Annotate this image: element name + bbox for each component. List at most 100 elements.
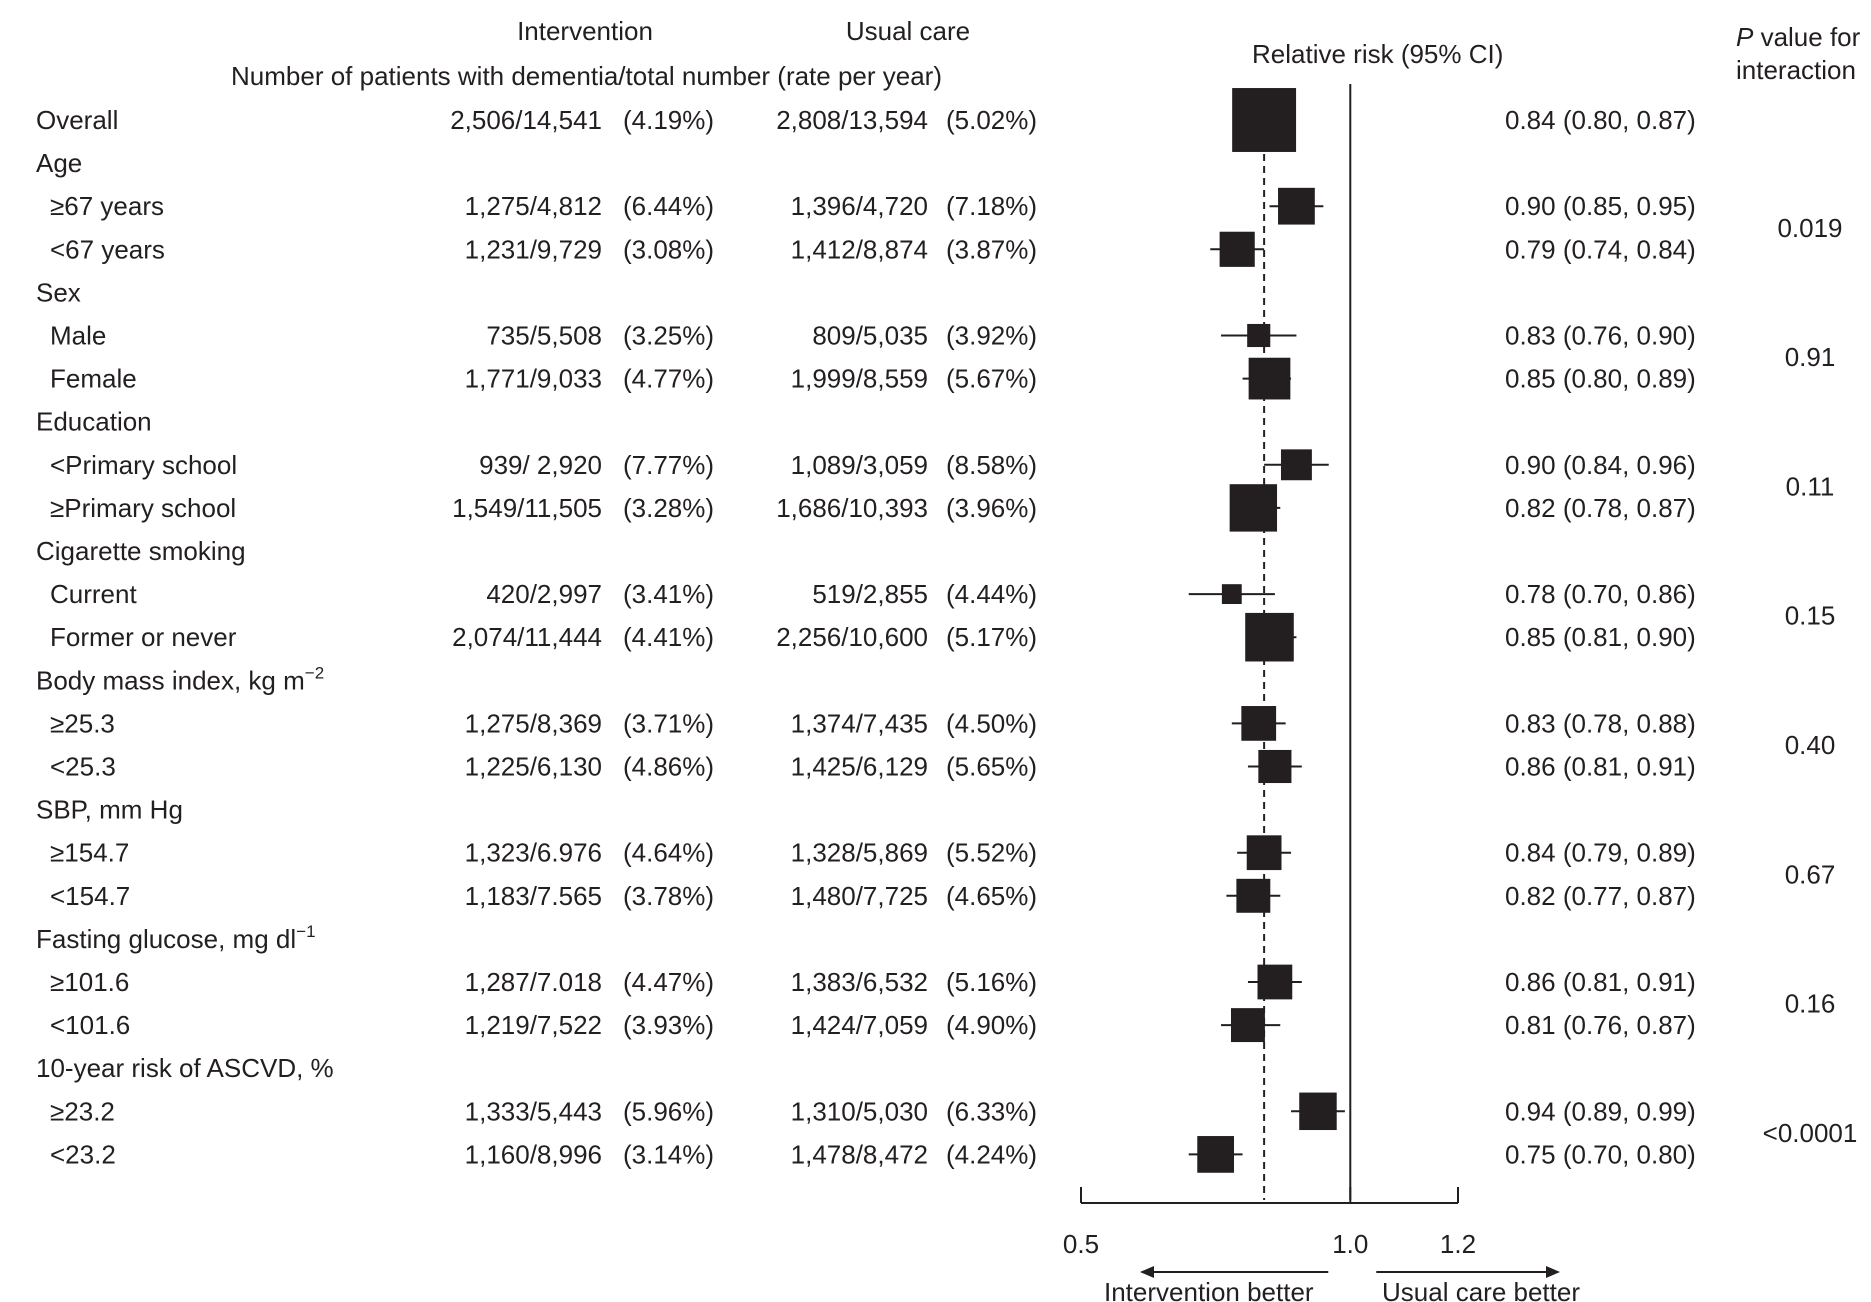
point-estimate-marker <box>1236 878 1271 913</box>
point-estimate-marker <box>1248 357 1291 400</box>
x-tick-label: 1.2 <box>1440 1229 1476 1259</box>
intervention-rate: (3.08%) <box>623 234 714 264</box>
intervention-count: 1,333/5,443 <box>465 1096 602 1126</box>
row-label: <154.7 <box>50 881 130 911</box>
x-tick-label: 1.0 <box>1332 1229 1368 1259</box>
point-estimate-marker <box>1247 323 1271 348</box>
intervention-rate: (3.71%) <box>623 708 714 738</box>
intervention-count: 1,771/9,033 <box>465 364 602 394</box>
intervention-rate: (3.28%) <box>623 493 714 523</box>
relative-risk-text: 0.83 (0.78, 0.88) <box>1505 708 1696 738</box>
subgroup-heading: Cigarette smoking <box>36 536 246 566</box>
usual-care-rate: (5.17%) <box>946 622 1037 652</box>
relative-risk-text: 0.86 (0.81, 0.91) <box>1505 967 1696 997</box>
usual-care-count: 2,256/10,600 <box>776 622 928 652</box>
p-interaction-value: 0.16 <box>1785 989 1836 1019</box>
row-label: ≥25.3 <box>50 708 115 738</box>
usual-care-count: 1,328/5,869 <box>791 838 928 868</box>
intervention-rate: (4.19%) <box>623 105 714 135</box>
table-rows: Overall 2,506/14,541 (4.19%) 2,808/13,594 (5… <box>36 105 1696 1169</box>
p-interaction-value: 0.67 <box>1785 859 1836 889</box>
intervention-count: 1,549/11,505 <box>452 493 602 523</box>
row-label: <101.6 <box>50 1010 130 1040</box>
relative-risk-text: 0.82 (0.78, 0.87) <box>1505 493 1696 523</box>
intervention-rate: (5.96%) <box>623 1096 714 1126</box>
relative-risk-text: 0.86 (0.81, 0.91) <box>1505 752 1696 782</box>
intervention-rate: (4.41%) <box>623 622 714 652</box>
relative-risk-text: 0.90 (0.84, 0.96) <box>1505 450 1696 480</box>
usual-care-rate: (5.67%) <box>946 364 1037 394</box>
usual-care-rate: (3.92%) <box>946 321 1037 351</box>
p-interaction-value: 0.40 <box>1785 730 1836 760</box>
usual-care-count: 1,089/3,059 <box>791 450 928 480</box>
intervention-rate: (3.78%) <box>623 881 714 911</box>
row-label: Male <box>50 321 106 351</box>
intervention-better-label: Intervention better <box>1104 1277 1314 1302</box>
row-label: Female <box>50 364 137 394</box>
intervention-count: 1,275/8,369 <box>465 708 602 738</box>
intervention-rate: (4.47%) <box>623 967 714 997</box>
relative-risk-text: 0.75 (0.70, 0.80) <box>1505 1139 1696 1169</box>
p-interaction-value: <0.0001 <box>1763 1118 1858 1148</box>
usual-care-count: 1,480/7,725 <box>791 881 928 911</box>
intervention-count: 1,225/6,130 <box>465 752 602 782</box>
x-axis: 0.5 1.0 1.2 Intervention better Usual care b… <box>1063 1187 1580 1302</box>
relative-risk-text: 0.84 (0.79, 0.89) <box>1505 838 1696 868</box>
relative-risk-text: 0.84 (0.80, 0.87) <box>1505 105 1696 135</box>
row-label: ≥Primary school <box>50 493 236 523</box>
row-label: <25.3 <box>50 752 116 782</box>
point-estimate-marker <box>1219 231 1255 267</box>
usual-care-count: 1,999/8,559 <box>791 364 928 394</box>
usual-care-rate: (8.58%) <box>946 450 1037 480</box>
usual-care-count: 519/2,855 <box>812 579 928 609</box>
intervention-rate: (3.25%) <box>623 321 714 351</box>
intervention-count: 735/5,508 <box>486 321 602 351</box>
row-label: Overall <box>36 105 118 135</box>
row-label: <Primary school <box>50 450 237 480</box>
relative-risk-text: 0.78 (0.70, 0.86) <box>1505 579 1696 609</box>
subgroup-heading: SBP, mm Hg <box>36 795 183 825</box>
usual-care-rate: (6.33%) <box>946 1096 1037 1126</box>
relative-risk-text: 0.82 (0.77, 0.87) <box>1505 881 1696 911</box>
intervention-count: 1,275/4,812 <box>465 191 602 221</box>
intervention-count: 1,323/6.976 <box>465 838 602 868</box>
usual-care-count: 1,478/8,472 <box>791 1139 928 1169</box>
relative-risk-text: 0.90 (0.85, 0.95) <box>1505 191 1696 221</box>
intervention-count: 1,183/7.565 <box>465 881 602 911</box>
intervention-count: 1,287/7.018 <box>465 967 602 997</box>
row-label: <23.2 <box>50 1139 116 1169</box>
p-interaction-value: 0.91 <box>1785 342 1836 372</box>
usual-care-count: 1,425/6,129 <box>791 752 928 782</box>
usual-care-rate: (5.52%) <box>946 838 1037 868</box>
row-label: ≥101.6 <box>50 967 129 997</box>
counts-subtitle: Number of patients with dementia/total n… <box>231 61 942 91</box>
left-arrowhead-icon <box>1140 1266 1154 1278</box>
intervention-rate: (4.64%) <box>623 838 714 868</box>
intervention-rate: (3.14%) <box>623 1139 714 1169</box>
intervention-count: 420/2,997 <box>486 579 602 609</box>
p-value-header-line2: interaction <box>1736 55 1856 85</box>
usual-care-count: 1,424/7,059 <box>791 1010 928 1040</box>
column-headers: Intervention Usual care Number of patien… <box>231 16 1861 91</box>
p-interaction-value: 0.019 <box>1777 213 1842 243</box>
subgroup-heading: Body mass index, kg m−2 <box>36 663 324 695</box>
intervention-count: 1,231/9,729 <box>465 234 602 264</box>
usual-care-rate: (5.02%) <box>946 105 1037 135</box>
row-label: ≥23.2 <box>50 1096 115 1126</box>
usual-care-rate: (3.87%) <box>946 234 1037 264</box>
p-interaction-value: 0.15 <box>1785 601 1836 631</box>
row-label: Former or never <box>50 622 237 652</box>
usual-care-count: 1,396/4,720 <box>791 191 928 221</box>
usual-care-rate: (4.90%) <box>946 1010 1037 1040</box>
usual-care-better-label: Usual care better <box>1382 1277 1580 1302</box>
usual-care-rate: (4.24%) <box>946 1139 1037 1169</box>
relative-risk-text: 0.85 (0.81, 0.90) <box>1505 622 1696 652</box>
point-estimate-marker <box>1197 1136 1235 1173</box>
point-estimate-marker <box>1299 1092 1337 1131</box>
point-estimate-marker <box>1241 706 1277 741</box>
row-label: <67 years <box>50 234 165 264</box>
usual-care-count: 2,808/13,594 <box>776 105 928 135</box>
usual-care-count: 1,383/6,532 <box>791 967 928 997</box>
point-estimate-marker <box>1257 964 1293 1000</box>
intervention-rate: (4.77%) <box>623 364 714 394</box>
